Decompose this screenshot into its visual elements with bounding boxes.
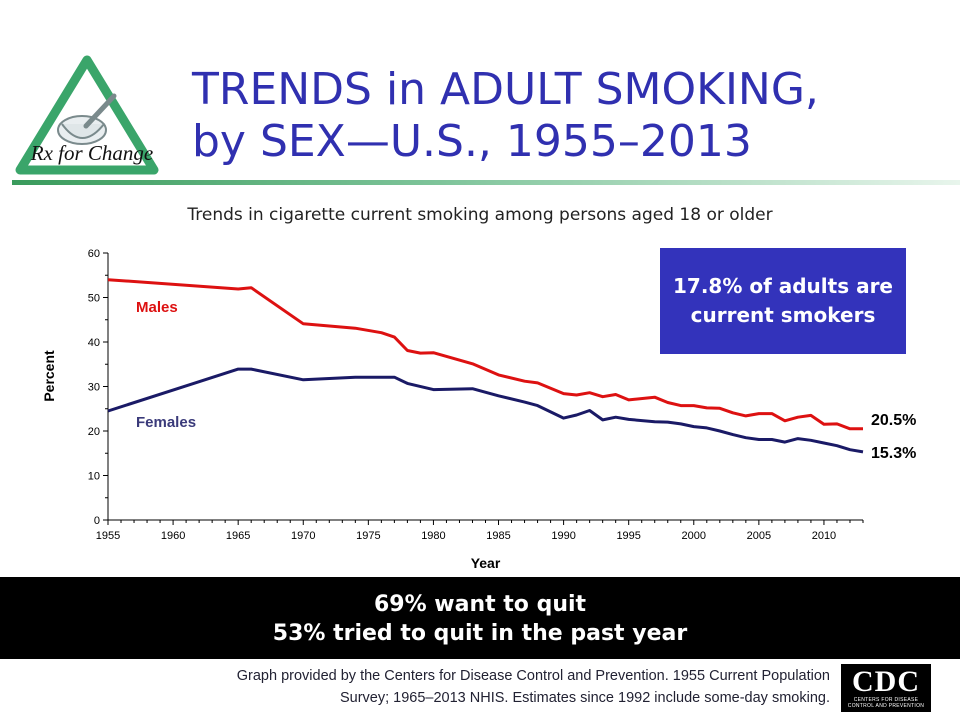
x-tick-label: 2000 [682, 530, 706, 542]
y-tick-label: 10 [88, 471, 100, 483]
y-axis-title: Percent [41, 350, 57, 402]
series-label-males: Males [136, 299, 178, 316]
series-label-females: Females [136, 414, 196, 431]
callout-text: 17.8% of adults are current smokers [672, 274, 893, 327]
banner-line-1: 69% want to quit [373, 592, 587, 617]
x-tick-label: 1995 [616, 530, 640, 542]
y-tick-label: 0 [94, 515, 100, 527]
y-tick-label: 20 [88, 426, 100, 438]
cdc-logo: CDC CENTERS FOR DISEASE CONTROL AND PREV… [841, 664, 931, 712]
page-title: TRENDS in ADULT SMOKING, by SEX—U.S., 19… [192, 64, 819, 168]
quit-attempts-banner: 69% want to quit 53% tried to quit in th… [0, 577, 960, 659]
x-axis-title: Year [471, 555, 501, 571]
y-tick-label: 50 [88, 293, 100, 305]
end-value-label-females: 15.3% [871, 445, 916, 462]
cdc-logo-text: CDC [852, 665, 920, 698]
x-tick-label: 1955 [96, 530, 120, 542]
x-tick-label: 2010 [812, 530, 836, 542]
title-line-1: TRENDS in ADULT SMOKING, [192, 64, 819, 115]
source-footnote: Graph provided by the Centers for Diseas… [40, 665, 830, 709]
series-line-males [107, 278, 863, 431]
y-tick-label: 60 [88, 248, 100, 260]
cdc-logo-subtext: CENTERS FOR DISEASE CONTROL AND PREVENTI… [847, 697, 925, 709]
logo-text: Rx for Change [30, 141, 153, 165]
x-tick-label: 1970 [291, 530, 315, 542]
x-tick-label: 1965 [226, 530, 250, 542]
footnote-line-1: Graph provided by the Centers for Diseas… [236, 668, 830, 684]
y-tick-label: 40 [88, 337, 100, 349]
x-tick-label: 2005 [747, 530, 771, 542]
title-underline [12, 180, 960, 185]
end-value-label-males: 20.5% [871, 412, 916, 429]
y-tick-label: 30 [88, 382, 100, 394]
x-tick-label: 1960 [161, 530, 185, 542]
chart-series [107, 278, 864, 454]
adult-smokers-callout: 17.8% of adults are current smokers [660, 248, 906, 354]
title-line-2: by SEX—U.S., 1955–2013 [192, 116, 752, 167]
chart-subtitle: Trends in cigarette current smoking amon… [187, 205, 773, 225]
x-tick-label: 1990 [551, 530, 575, 542]
x-tick-label: 1980 [421, 530, 445, 542]
x-tick-label: 1975 [356, 530, 380, 542]
chart-labels: Year Percent Males 20.5% Females 15.3% [41, 299, 916, 571]
series-line-females [107, 367, 864, 454]
chart-axes: 0 10 20 30 40 50 60 1955 1960 1965 1970 1975 1980 198… [88, 248, 864, 542]
rx-for-change-logo: Rx for Change [15, 55, 159, 175]
footnote-line-2: Survey; 1965–2013 NHIS. Estimates since … [339, 690, 830, 706]
x-tick-label: 1985 [486, 530, 510, 542]
banner-line-2: 53% tried to quit in the past year [272, 621, 688, 646]
